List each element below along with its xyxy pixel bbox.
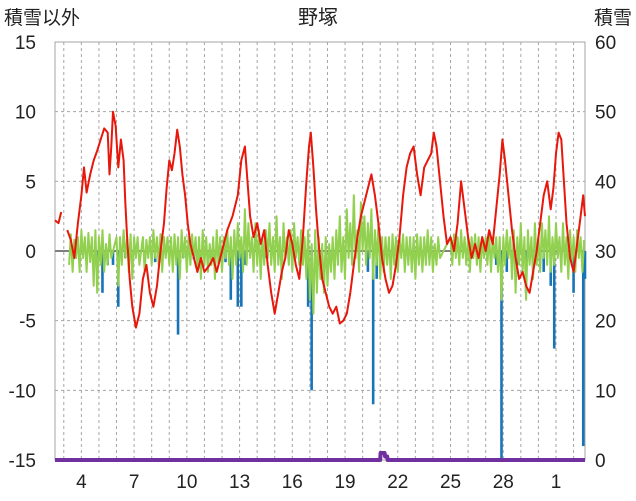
left-axis-ticks: -15 -10 -5 0 5 10 15: [9, 33, 36, 472]
chart-title: 野塚: [298, 6, 338, 29]
left-tick-label: 15: [15, 33, 36, 54]
precipitation-bar: [310, 251, 313, 391]
x-tick-label: 7: [129, 472, 140, 493]
precipitation-bar: [552, 251, 556, 349]
left-tick-label: -15: [9, 451, 36, 472]
precipitation-bar: [111, 251, 115, 265]
right-axis-ticks: 0 10 20 30 40 50 60: [595, 33, 616, 472]
precipitation-bar: [542, 251, 545, 272]
x-tick-label: 1: [551, 472, 562, 493]
right-tick-label: 20: [595, 312, 616, 333]
x-tick-label: 13: [229, 472, 250, 493]
x-tick-label: 19: [334, 472, 355, 493]
precipitation-bar: [101, 251, 104, 293]
left-tick-label: 10: [15, 103, 36, 124]
snow-depth-series: [55, 451, 585, 462]
left-tick-label: 0: [25, 242, 36, 263]
precipitation-bar: [581, 251, 585, 447]
right-tick-label: 30: [595, 242, 616, 263]
x-tick-label: 28: [493, 472, 514, 493]
precipitation-bar: [371, 251, 375, 405]
grid: [55, 42, 585, 460]
x-tick-label: 16: [282, 472, 303, 493]
right-tick-label: 60: [595, 33, 616, 54]
right-axis-title: 積雪: [594, 7, 632, 29]
x-tick-label: 22: [387, 472, 408, 493]
left-tick-label: -5: [19, 312, 36, 333]
wind-series: [68, 194, 586, 315]
right-tick-label: 10: [595, 381, 616, 402]
x-tick-label: 10: [176, 472, 197, 493]
precipitation-bar: [583, 251, 587, 279]
temperature-series: [54, 211, 63, 225]
precipitation-bar: [243, 251, 247, 265]
precipitation-bar: [366, 251, 370, 272]
left-axis-title: 積雪以外: [4, 7, 80, 29]
precipitation-bar: [176, 251, 180, 335]
x-axis-ticks: 4 7 10 13 16 19 22 25 28 1: [76, 472, 561, 493]
x-tick-label: 25: [440, 472, 461, 493]
precipitation-bar: [494, 251, 498, 265]
precipitation-bar: [236, 251, 240, 307]
precipitation-bar: [229, 251, 233, 300]
temperature-series-segment: [66, 110, 586, 329]
right-tick-label: 40: [595, 172, 616, 193]
precipitation-bar: [505, 251, 509, 272]
precipitation-bar: [240, 251, 243, 307]
x-tick-label: 4: [76, 472, 87, 493]
left-tick-label: -10: [9, 381, 36, 402]
right-tick-label: 0: [595, 451, 606, 472]
left-tick-label: 5: [25, 172, 36, 193]
precipitation-bar: [500, 251, 503, 460]
precipitation-bar: [306, 251, 310, 307]
right-tick-label: 50: [595, 103, 616, 124]
